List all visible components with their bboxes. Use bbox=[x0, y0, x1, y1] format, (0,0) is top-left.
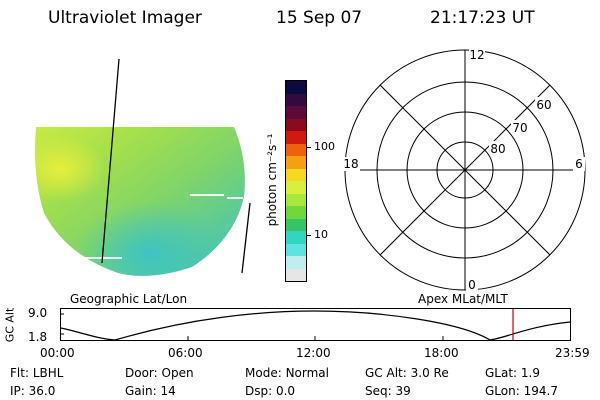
info-gain-value: 14 bbox=[160, 384, 176, 398]
altitude-ytick-low: 1.8 bbox=[28, 330, 48, 344]
altitude-xtick-0000: 00:00 bbox=[40, 346, 75, 360]
polar-plot: 12 18 6 0 60 70 80 bbox=[342, 47, 586, 292]
colorbar-segment bbox=[286, 231, 306, 244]
info-flt-value: LBHL bbox=[32, 366, 64, 380]
info-mode-value: Normal bbox=[285, 366, 329, 380]
info-gain: Gain: 14 bbox=[125, 384, 176, 398]
colorbar-segment bbox=[286, 268, 306, 281]
info-glon-label: GLon: bbox=[485, 384, 520, 398]
info-glon: GLon: 194.7 bbox=[485, 384, 558, 398]
altitude-xtick-0600: 06:00 bbox=[168, 346, 203, 360]
info-seq-value: 39 bbox=[395, 384, 411, 398]
info-ip-label: IP: bbox=[10, 384, 25, 398]
info-mode-label: Mode: bbox=[245, 366, 282, 380]
info-seq-label: Seq: bbox=[365, 384, 392, 398]
colorbar-segment bbox=[286, 243, 306, 256]
colorbar-segment bbox=[286, 206, 306, 219]
time-label: 21:17:23 UT bbox=[430, 8, 535, 28]
colorbar-segment bbox=[286, 93, 306, 106]
info-flt-label: Flt: bbox=[10, 366, 29, 380]
info-mode: Mode: Normal bbox=[245, 366, 329, 380]
info-door-label: Door: bbox=[125, 366, 158, 380]
mlt-label-0: 0 bbox=[468, 278, 476, 292]
colorbar-segment bbox=[286, 131, 306, 144]
mlat-label-80: 80 bbox=[490, 142, 505, 156]
colorbar-unit-label: photon cm⁻²s⁻¹ bbox=[265, 133, 279, 227]
colorbar-segment bbox=[286, 143, 306, 156]
info-gc-alt-label: GC Alt: bbox=[365, 366, 407, 380]
colorbar bbox=[285, 80, 307, 282]
info-door: Door: Open bbox=[125, 366, 194, 380]
info-gc-alt: GC Alt: 3.0 Re bbox=[365, 366, 449, 380]
mlat-label-70: 70 bbox=[512, 121, 527, 135]
date-label: 15 Sep 07 bbox=[276, 8, 363, 28]
info-ip-value: 36.0 bbox=[28, 384, 56, 398]
colorbar-tick bbox=[306, 235, 311, 236]
instrument-title: Ultraviolet Imager bbox=[48, 8, 202, 28]
colorbar-segment bbox=[286, 118, 306, 131]
info-dsp-value: 0.0 bbox=[275, 384, 296, 398]
mlt-line-diagonal bbox=[379, 84, 551, 256]
info-door-value: Open bbox=[161, 366, 194, 380]
colorbar-segment bbox=[286, 168, 306, 181]
colorbar-tick-100: 100 bbox=[314, 140, 335, 153]
colorbar-segment bbox=[286, 106, 306, 119]
polar-label: Apex MLat/MLT bbox=[418, 292, 508, 306]
info-flt: Flt: LBHL bbox=[10, 366, 63, 380]
info-glon-value: 194.7 bbox=[523, 384, 558, 398]
mlat-label-60: 60 bbox=[536, 98, 551, 112]
info-glat: GLat: 1.9 bbox=[485, 366, 540, 380]
altitude-ylabel: GC Alt bbox=[3, 307, 17, 343]
colorbar-tick-10: 10 bbox=[314, 228, 328, 241]
mlt-label-6: 6 bbox=[575, 157, 583, 171]
info-dsp: Dsp: 0.0 bbox=[245, 384, 295, 398]
colorbar-segment bbox=[286, 181, 306, 194]
colorbar-segment bbox=[286, 218, 306, 231]
altitude-xtick-2359: 23:59 bbox=[555, 346, 590, 360]
geographic-image bbox=[35, 58, 251, 276]
info-ip: IP: 36.0 bbox=[10, 384, 55, 398]
mlt-label-18: 18 bbox=[343, 157, 358, 171]
altitude-plot bbox=[60, 308, 571, 341]
info-glat-value: 1.9 bbox=[520, 366, 541, 380]
info-dsp-label: Dsp: bbox=[245, 384, 273, 398]
colorbar-segment bbox=[286, 193, 306, 206]
altitude-ytick-high: 9.0 bbox=[28, 306, 48, 320]
info-gain-label: Gain: bbox=[125, 384, 157, 398]
colorbar-segment bbox=[286, 81, 306, 94]
info-glat-label: GLat: bbox=[485, 366, 518, 380]
geographic-label: Geographic Lat/Lon bbox=[70, 292, 188, 306]
colorbar-tick bbox=[306, 147, 311, 148]
colorbar-segment bbox=[286, 156, 306, 169]
altitude-xtick-1800: 18:00 bbox=[424, 346, 459, 360]
altitude-xtick-1200: 12:00 bbox=[296, 346, 331, 360]
info-seq: Seq: 39 bbox=[365, 384, 411, 398]
altitude-trajectory bbox=[60, 310, 571, 341]
info-gc-alt-value: 3.0 Re bbox=[410, 366, 449, 380]
colorbar-segment bbox=[286, 256, 306, 269]
mlt-label-12: 12 bbox=[469, 48, 484, 62]
